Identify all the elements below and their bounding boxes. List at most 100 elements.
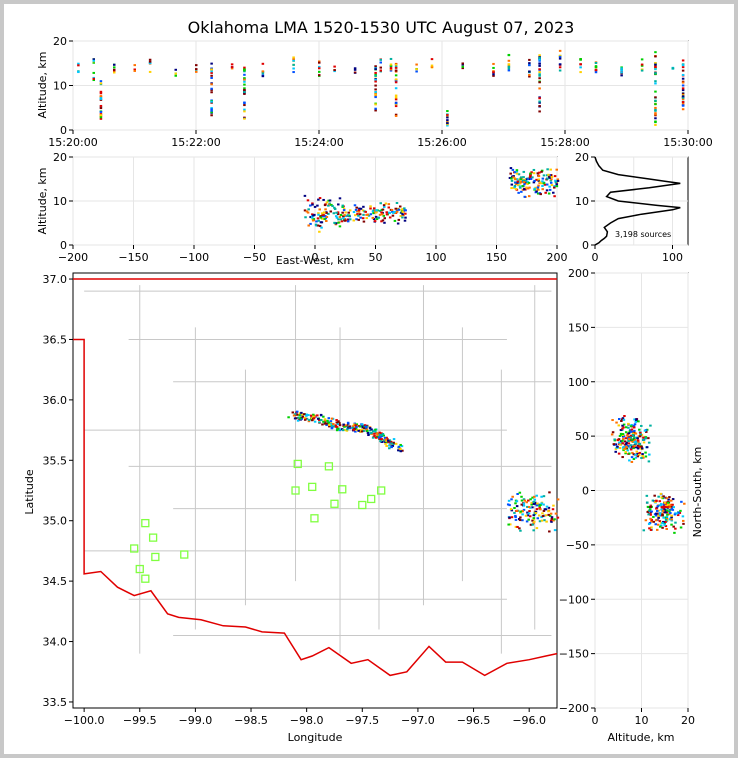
source-point: [401, 210, 405, 213]
source-point: [594, 61, 598, 64]
source-point: [341, 429, 345, 432]
source-point: [342, 208, 346, 211]
source-point: [374, 91, 377, 94]
x-tick-label: 150: [486, 251, 507, 264]
source-point: [389, 67, 393, 70]
source-point: [148, 58, 152, 61]
source-point: [325, 219, 328, 222]
source-point: [683, 502, 686, 505]
source-point: [323, 421, 327, 424]
source-point: [492, 71, 495, 74]
source-point: [641, 438, 645, 441]
source-point: [261, 62, 265, 65]
source-point: [638, 435, 642, 438]
source-point: [210, 91, 213, 94]
source-point: [374, 93, 377, 96]
source-point: [510, 179, 514, 182]
source-point: [312, 417, 316, 420]
source-point: [316, 217, 320, 220]
source-point: [303, 209, 307, 212]
x-tick-label: 100: [662, 251, 683, 264]
source-point: [630, 438, 634, 441]
source-point: [657, 516, 660, 519]
source-point: [394, 96, 398, 99]
source-point: [512, 175, 515, 178]
source-point: [579, 63, 582, 66]
source-point: [523, 195, 527, 198]
source-point: [353, 67, 357, 70]
station-marker: [141, 574, 150, 583]
source-point: [316, 204, 319, 207]
source-point: [538, 81, 541, 84]
source-point: [539, 508, 542, 511]
source-point: [340, 220, 344, 223]
source-point: [230, 67, 234, 70]
source-point: [313, 415, 316, 418]
source-point: [321, 423, 324, 426]
source-point: [511, 168, 515, 171]
source-point: [515, 170, 519, 173]
source-point: [398, 205, 402, 208]
source-point: [382, 204, 386, 207]
source-point: [390, 446, 393, 449]
source-point: [648, 508, 652, 511]
source-point: [640, 58, 644, 61]
source-point: [92, 77, 95, 80]
north-south-xlabel: Altitude, km: [607, 731, 674, 744]
source-point: [430, 65, 434, 68]
source-point: [579, 66, 582, 69]
source-point: [632, 453, 636, 456]
source-point: [210, 76, 213, 79]
source-point: [355, 426, 358, 429]
source-point: [626, 434, 629, 437]
y-tick-label: 0: [60, 124, 67, 137]
source-point: [390, 442, 393, 445]
x-tick-label: −99.0: [179, 714, 213, 727]
source-count-annotation: 3,198 sources: [615, 230, 671, 239]
source-point: [671, 503, 674, 506]
source-point: [677, 511, 681, 514]
source-point: [365, 217, 368, 220]
source-point: [381, 208, 385, 211]
source-point: [664, 511, 667, 514]
source-point: [309, 414, 313, 417]
source-point: [392, 438, 396, 441]
source-point: [617, 424, 621, 427]
source-point: [668, 509, 671, 512]
source-point: [670, 516, 673, 519]
source-point: [656, 509, 659, 512]
source-point: [387, 439, 390, 442]
source-point: [374, 436, 378, 439]
source-point: [640, 69, 644, 72]
source-point: [133, 69, 136, 72]
source-point: [654, 514, 658, 517]
source-point: [372, 209, 375, 212]
map-xticks: −100.0 −99.5 −99.0 −98.5 −98.0 −97.5 −97.0 −96.…: [64, 708, 546, 727]
source-point: [514, 525, 518, 528]
x-tick-label: 10: [635, 714, 649, 727]
source-point: [638, 428, 641, 431]
source-point: [672, 525, 675, 528]
source-point: [645, 446, 649, 449]
source-point: [510, 498, 513, 501]
source-point: [395, 210, 399, 213]
source-point: [639, 433, 642, 436]
county-boundaries: [84, 285, 552, 654]
source-point: [492, 74, 495, 77]
source-point: [360, 428, 364, 431]
source-point: [654, 120, 657, 123]
source-point: [510, 509, 514, 512]
source-point: [338, 225, 342, 228]
source-point: [374, 68, 377, 71]
source-point: [210, 109, 213, 112]
source-point: [363, 424, 367, 427]
source-point: [343, 425, 346, 428]
source-point: [533, 179, 536, 182]
source-point: [674, 512, 677, 515]
source-point: [313, 414, 316, 417]
source-point: [625, 445, 628, 448]
source-point: [388, 447, 391, 450]
source-point: [681, 66, 685, 69]
source-point: [558, 49, 562, 52]
source-point: [640, 64, 644, 67]
